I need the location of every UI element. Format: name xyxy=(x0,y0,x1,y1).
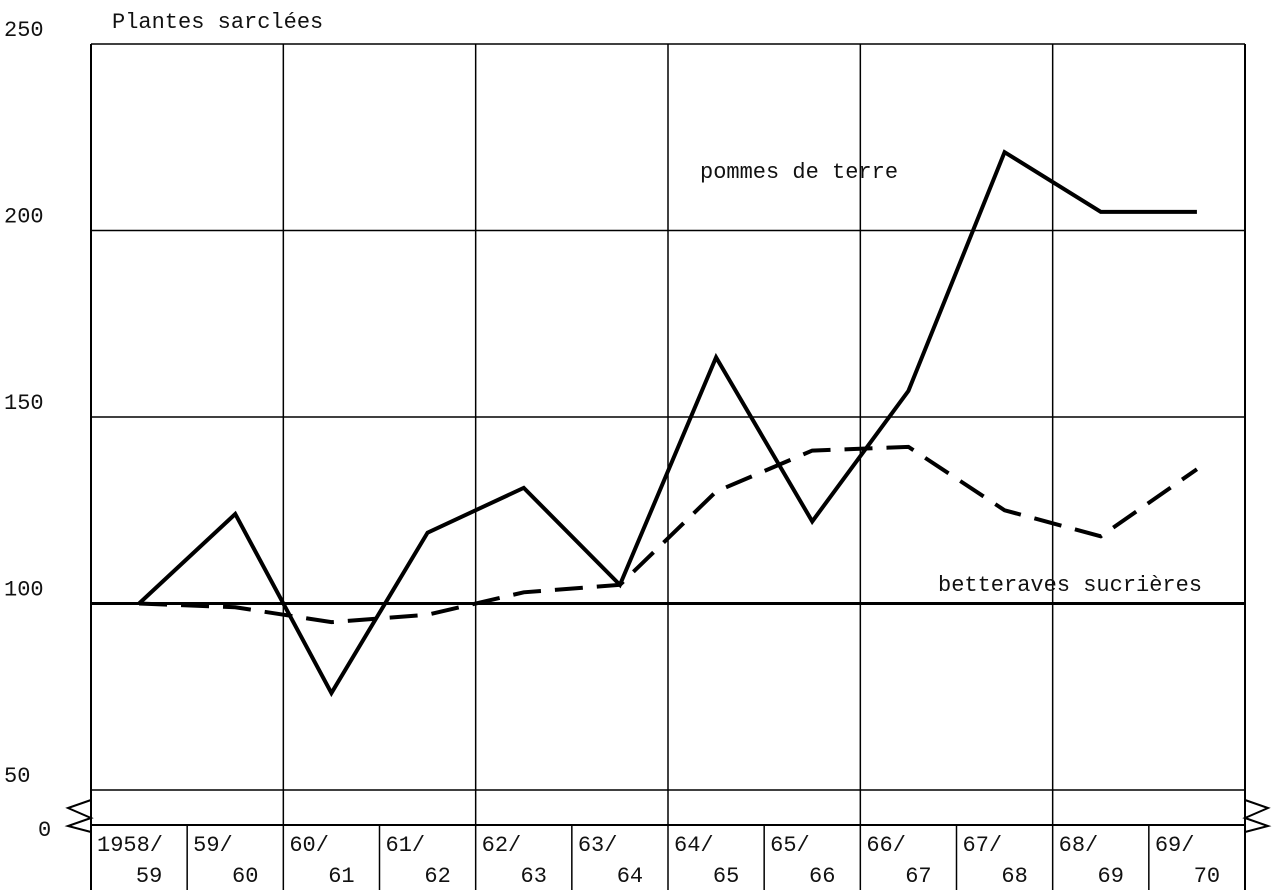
x-tick-label: 64 xyxy=(617,864,643,889)
x-tick-label: 65/ xyxy=(770,833,810,858)
x-tick-label: 66/ xyxy=(866,833,906,858)
series-line xyxy=(139,444,1199,625)
x-tick-label: 66 xyxy=(809,864,835,889)
x-tick-label: 70 xyxy=(1194,864,1220,889)
x-tick-label: 1958/ xyxy=(97,833,163,858)
x-tick-label: 64/ xyxy=(674,833,714,858)
x-tick-label: 68 xyxy=(1001,864,1027,889)
y-tick-label: 50 xyxy=(4,764,30,789)
y-tick-label: 200 xyxy=(4,204,44,229)
axis-break xyxy=(1242,799,1272,833)
chart-title: Plantes sarclées xyxy=(112,10,323,35)
y-tick-label: 250 xyxy=(4,18,44,43)
x-tick-label: 69/ xyxy=(1155,833,1195,858)
x-tick-label: 63/ xyxy=(578,833,618,858)
x-tick-label: 59/ xyxy=(193,833,233,858)
x-tick-label: 59 xyxy=(136,864,162,889)
series-label: pommes de terre xyxy=(700,160,898,185)
x-tick-label: 62/ xyxy=(482,833,522,858)
x-tick-label: 61 xyxy=(328,864,354,889)
x-tick-label: 63 xyxy=(521,864,547,889)
x-tick-label: 65 xyxy=(713,864,739,889)
x-tick-label: 60/ xyxy=(289,833,329,858)
y-break-label: 0 xyxy=(38,818,51,843)
x-tick-label: 69 xyxy=(1098,864,1124,889)
x-tick-label: 68/ xyxy=(1059,833,1099,858)
x-tick-label: 67 xyxy=(905,864,931,889)
y-tick-label: 150 xyxy=(4,391,44,416)
y-tick-label: 100 xyxy=(4,577,44,602)
series-line xyxy=(137,149,1197,698)
x-tick-label: 61/ xyxy=(386,833,426,858)
axis-break xyxy=(64,799,94,833)
x-tick-label: 60 xyxy=(232,864,258,889)
x-tick-label: 67/ xyxy=(963,833,1003,858)
x-tick-label: 62 xyxy=(424,864,450,889)
series-label: betteraves sucrières xyxy=(938,573,1202,598)
